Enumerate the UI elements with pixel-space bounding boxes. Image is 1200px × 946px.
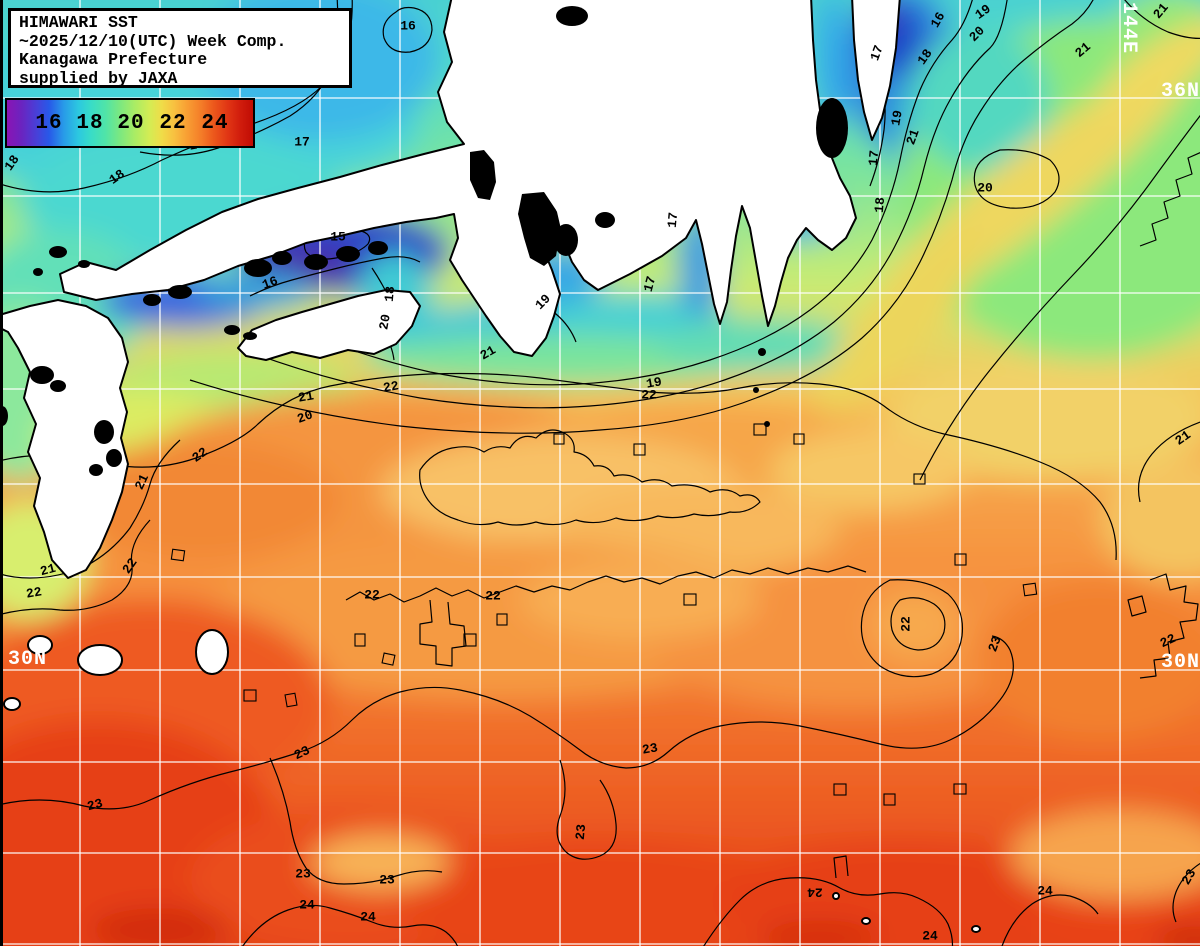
nodata-patches — [0, 6, 848, 476]
lat-label-30N: 30N — [8, 648, 48, 671]
title-box: HIMAWARI SST ~2025/12/10(UTC) Week Comp.… — [8, 8, 352, 88]
map-date-line: ~2025/12/10(UTC) Week Comp. — [19, 31, 287, 51]
kyushu-landmass — [0, 299, 129, 579]
colorbar-tick-16: 16 — [35, 112, 63, 135]
island — [27, 635, 53, 655]
island — [861, 917, 871, 925]
lat-label-36N: 36N — [1161, 80, 1200, 103]
shikoku-landmass — [237, 289, 421, 361]
island — [971, 925, 981, 933]
lat-label-30N: 30N — [1161, 651, 1200, 674]
colorbar-tick-18: 18 — [76, 112, 104, 135]
island — [195, 629, 229, 675]
island — [77, 644, 123, 676]
lon-label-144E: 144E — [1117, 2, 1140, 55]
temperature-colorbar: 16 18 20 22 24 — [5, 98, 255, 148]
map-title: HIMAWARI SST — [19, 13, 138, 32]
colorbar-tick-24: 24 — [201, 112, 229, 135]
map-region-line: Kanagawa Prefecture — [19, 50, 208, 69]
colorbar-tick-20: 20 — [117, 112, 145, 135]
boso-peninsula — [851, 0, 901, 141]
map-left-border — [0, 0, 3, 946]
colorbar-tick-22: 22 — [159, 112, 187, 135]
lon-label-136E: 136E — [477, 4, 500, 57]
island — [832, 892, 840, 900]
island — [3, 697, 21, 711]
map-credit-line: supplied by JAXA — [19, 68, 178, 88]
